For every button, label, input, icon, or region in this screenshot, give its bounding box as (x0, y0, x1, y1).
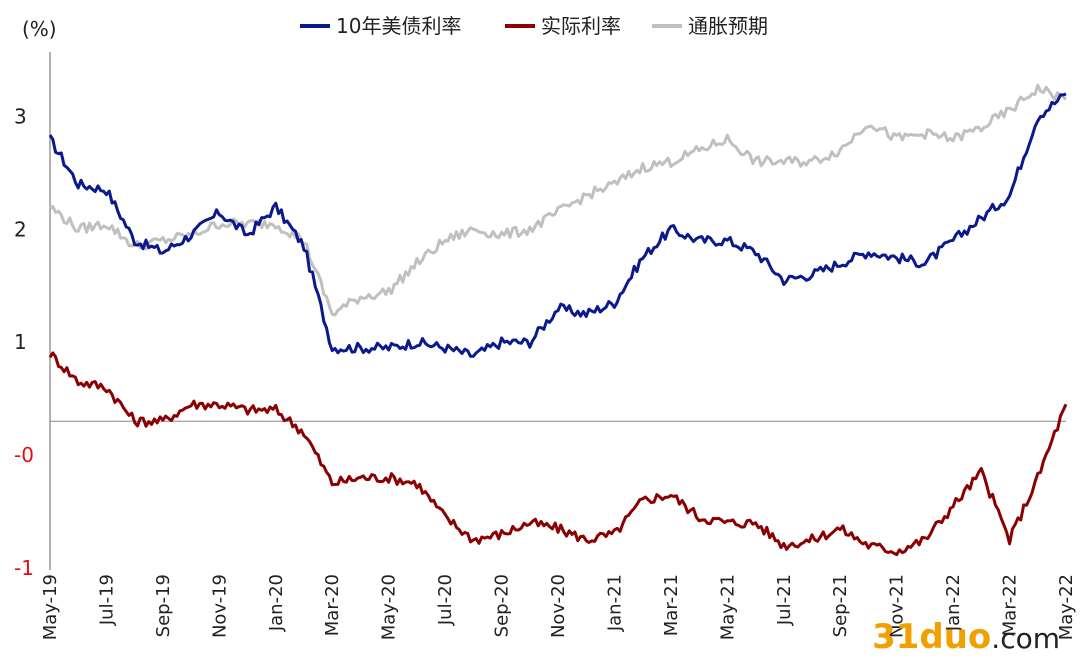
legend-label: 通胀预期 (688, 14, 768, 38)
x-tick-label: Nov-19 (209, 574, 230, 638)
x-tick-label: Jan-20 (266, 574, 287, 632)
x-tick-label: Jul-20 (435, 574, 456, 626)
series-line (49, 83, 1068, 317)
x-tick-label: Mar-21 (661, 574, 682, 636)
legend-label: 10年美债利率 (336, 14, 461, 38)
watermark-part1: 31duo (872, 617, 992, 657)
y-tick-label: 3 (14, 104, 27, 128)
x-tick-label: Sep-19 (153, 574, 174, 637)
x-tick-label: May-19 (40, 574, 61, 640)
x-tick-label: Jan-22 (943, 574, 964, 632)
x-tick-label: May-22 (1056, 574, 1077, 640)
y-ticks: 3 2 1 -0 -1 (14, 104, 34, 580)
x-tick-label: Jul-21 (774, 574, 795, 626)
x-tick-label: Mar-20 (322, 574, 343, 636)
y-tick-label: -1 (14, 556, 34, 580)
y-tick-label: -0 (14, 443, 34, 467)
x-tick-label: Nov-20 (548, 574, 569, 638)
series-line (48, 92, 1067, 358)
legend: 10年美债利率 实际利率 通胀预期 (300, 14, 768, 38)
x-ticks: May-19 Jul-19 Sep-19 Nov-19 Jan-20 Mar-20 May-… (40, 574, 1077, 640)
x-tick-label: May-20 (379, 574, 400, 640)
x-tick-label: May-21 (717, 574, 738, 640)
x-tick-label: Nov-21 (887, 574, 908, 638)
legend-label: 实际利率 (541, 14, 621, 38)
watermark: 31duo.com (872, 617, 1060, 657)
y-unit-label: (%) (22, 17, 57, 41)
watermark-part2: .com (991, 622, 1060, 655)
y-tick-label: 1 (14, 330, 27, 354)
series-line (48, 351, 1068, 557)
x-tick-label: Jan-21 (604, 574, 625, 632)
x-tick-label: Mar-22 (1000, 574, 1021, 636)
x-tick-label: Sep-20 (492, 574, 513, 637)
x-tick-label: Jul-19 (96, 574, 117, 626)
y-tick-label: 2 (14, 217, 27, 241)
series-group (48, 83, 1068, 557)
x-tick-label: Sep-21 (830, 574, 851, 637)
